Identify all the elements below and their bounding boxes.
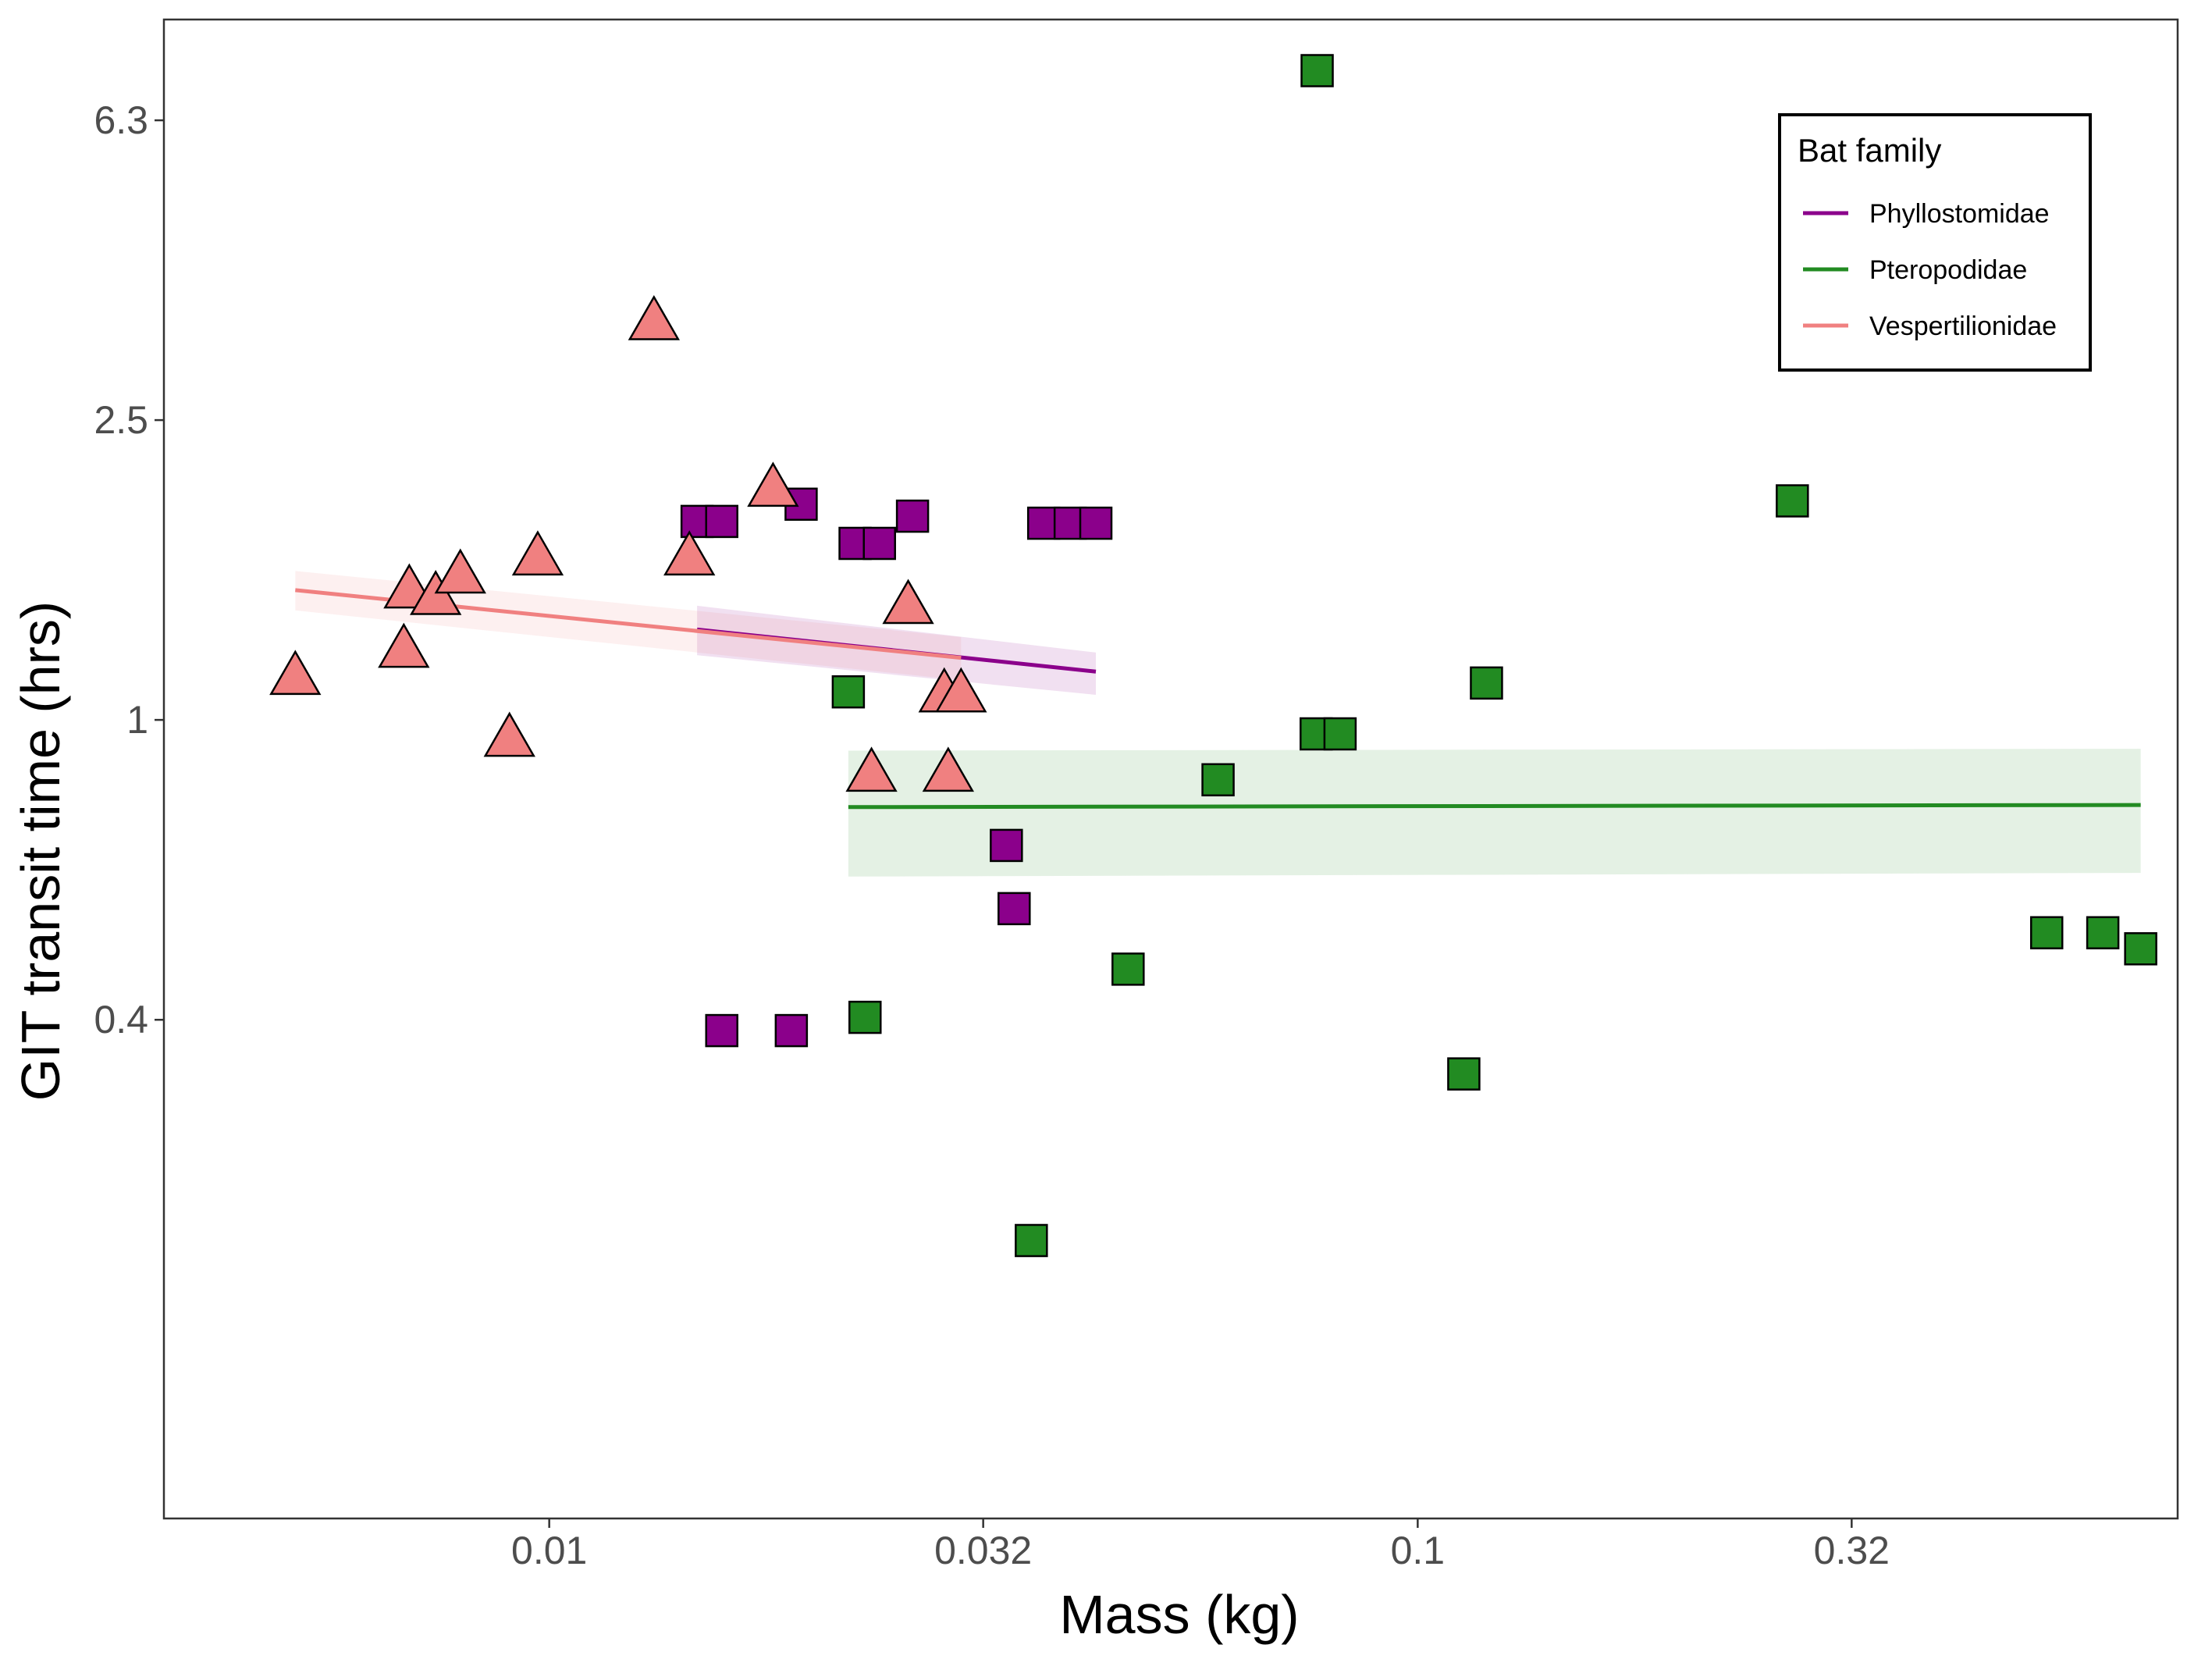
data-point-vespertilionidae xyxy=(747,461,799,507)
data-point-pteropodidae xyxy=(1470,666,1503,700)
data-point-pteropodidae xyxy=(1447,1057,1481,1091)
y-tick-label: 2.5 xyxy=(94,398,148,442)
data-point-phyllostomidae xyxy=(1079,506,1113,540)
data-point-phyllostomidae xyxy=(774,1013,809,1048)
data-point-pteropodidae xyxy=(831,675,866,709)
data-point-vespertilionidae xyxy=(434,548,486,594)
x-tick-label: 0.32 xyxy=(1814,1529,1890,1572)
data-point-phyllostomidae xyxy=(705,504,738,539)
legend-label-vespertilionidae: Vespertilionidae xyxy=(1869,312,2057,341)
fit-bands xyxy=(295,571,2141,877)
legend-title: Bat family xyxy=(1798,132,1941,169)
legend-label-pteropodidae: Pteropodidae xyxy=(1869,255,2027,285)
data-point-vespertilionidae xyxy=(483,711,535,757)
data-point-phyllostomidae xyxy=(862,526,896,561)
data-point-vespertilionidae xyxy=(663,530,716,576)
data-point-vespertilionidae xyxy=(378,622,430,668)
data-point-vespertilionidae xyxy=(269,650,322,696)
legend-entries: Phyllostomidae Pteropodidae Vespertilionid… xyxy=(1803,199,2057,341)
data-point-phyllostomidae xyxy=(998,892,1031,926)
y-axis-title: GIT transit time (hrs) xyxy=(10,601,71,1101)
data-point-phyllostomidae xyxy=(705,1013,738,1048)
legend: Bat family Phyllostomidae Pteropodidae Ves… xyxy=(1778,113,2092,372)
data-point-pteropodidae xyxy=(1323,717,1357,751)
data-point-vespertilionidae xyxy=(628,294,681,340)
x-axis-title: Mass (kg) xyxy=(1059,1584,1299,1645)
y-tick-label: 0.4 xyxy=(94,998,148,1041)
data-point-pteropodidae xyxy=(1111,952,1145,986)
data-point-pteropodidae xyxy=(2124,932,2157,966)
data-point-vespertilionidae xyxy=(935,667,987,713)
data-point-pteropodidae xyxy=(2086,916,2120,950)
data-point-vespertilionidae xyxy=(845,746,898,792)
data-point-pteropodidae xyxy=(1300,54,1334,87)
data-point-pteropodidae xyxy=(848,1000,882,1034)
legend-label-phyllostomidae: Phyllostomidae xyxy=(1869,199,2050,229)
y-tick-label: 1 xyxy=(126,698,148,742)
x-axis: 0.01 0.032 0.1 0.32 xyxy=(511,1518,1890,1572)
data-point-phyllostomidae xyxy=(990,828,1023,863)
y-tick-label: 6.3 xyxy=(94,98,148,142)
data-points xyxy=(269,54,2157,1258)
plot-panel-border xyxy=(162,18,2179,1520)
y-axis: 0.4 1 2.5 6.3 xyxy=(94,98,164,1041)
x-tick-label: 0.01 xyxy=(511,1529,587,1572)
data-point-phyllostomidae xyxy=(895,499,930,533)
fit-line-pteropodidae xyxy=(848,803,2141,810)
data-point-vespertilionidae xyxy=(882,579,934,625)
data-point-pteropodidae xyxy=(1776,484,1809,518)
fit-band-pteropodidae xyxy=(848,749,2141,877)
data-point-vespertilionidae xyxy=(922,746,974,792)
x-tick-label: 0.032 xyxy=(934,1529,1032,1572)
data-point-vespertilionidae xyxy=(511,530,564,576)
x-tick-label: 0.1 xyxy=(1391,1529,1446,1572)
data-point-pteropodidae xyxy=(1201,763,1235,797)
data-point-pteropodidae xyxy=(1015,1223,1048,1258)
data-point-pteropodidae xyxy=(2029,916,2064,950)
